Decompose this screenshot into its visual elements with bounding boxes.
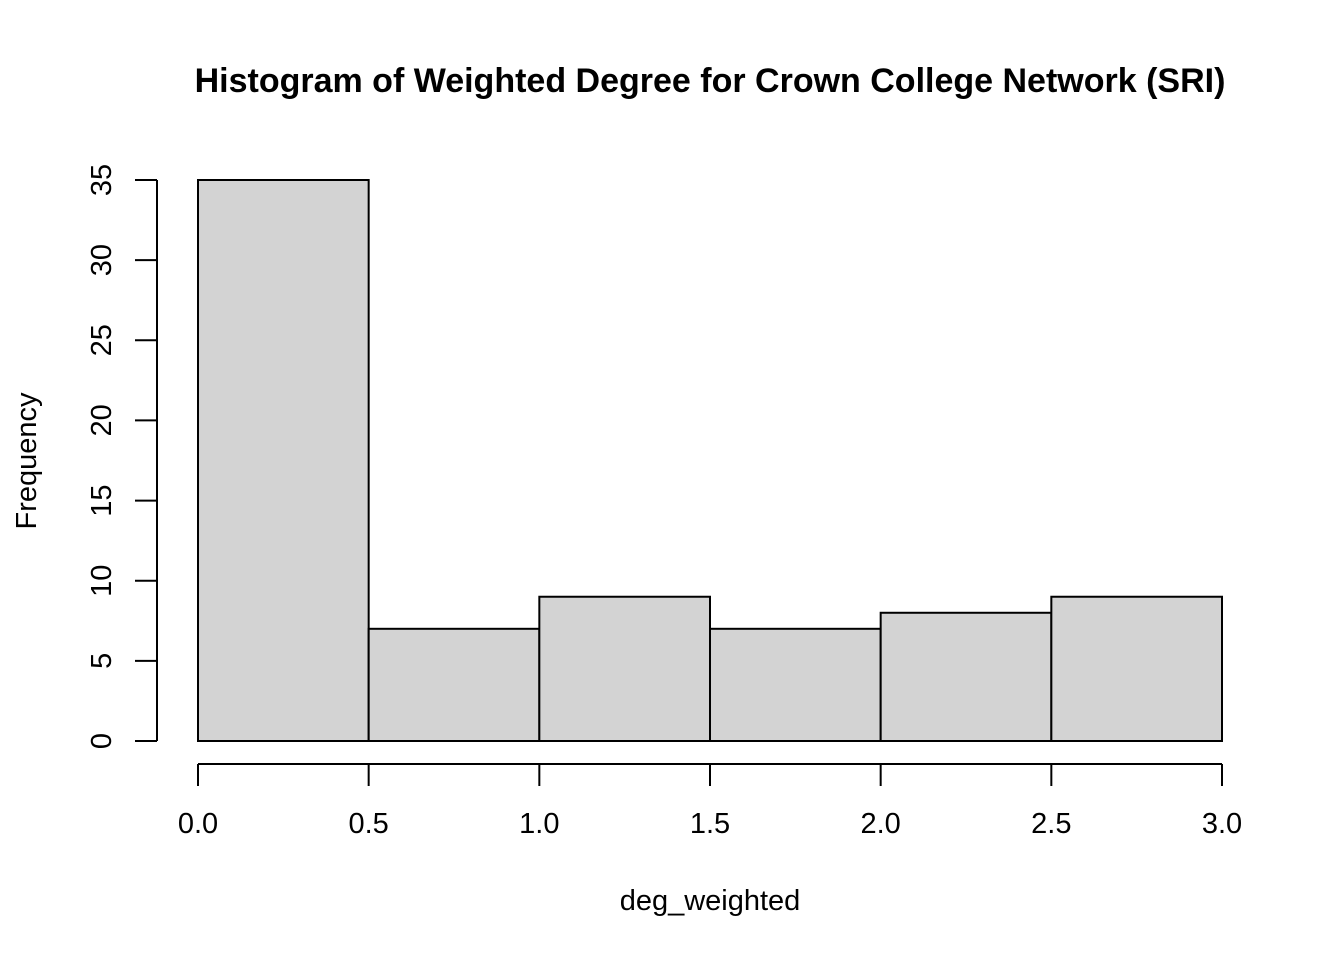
x-tick-label-1: 0.5 — [349, 808, 389, 840]
x-tick-label-0: 0.0 — [178, 808, 218, 840]
x-axis: 0.0 0.5 1.0 1.5 2.0 2.5 3.0 — [178, 763, 1242, 840]
y-tick-label-3: 15 — [86, 484, 118, 516]
histogram-bar-3 — [709, 627, 882, 742]
y-axis-label: Frequency — [11, 392, 43, 530]
x-tick-label-2: 1.0 — [519, 808, 559, 840]
histogram-bar-2 — [538, 595, 711, 742]
y-tick-label-6: 30 — [86, 244, 118, 276]
y-tick-label-1: 5 — [86, 653, 118, 669]
x-tick-label-4: 2.0 — [861, 808, 901, 840]
histogram-bar-5 — [1050, 595, 1224, 742]
x-tick-label-6: 3.0 — [1202, 808, 1242, 840]
x-tick-label-5: 2.5 — [1031, 808, 1071, 840]
x-tick-label-3: 1.5 — [690, 808, 730, 840]
histogram-bar-1 — [367, 627, 541, 742]
bars-group — [197, 179, 1224, 742]
histogram-bar-4 — [879, 611, 1053, 742]
y-tick-label-0: 0 — [86, 733, 118, 749]
y-tick-label-5: 25 — [86, 324, 118, 356]
y-tick-label-2: 10 — [86, 565, 118, 597]
y-axis: 0 5 10 15 20 25 30 35 — [86, 164, 158, 749]
y-tick-label-7: 35 — [86, 164, 118, 196]
histogram-bar-0 — [197, 179, 370, 742]
x-axis-label: deg_weighted — [620, 885, 801, 917]
y-tick-label-4: 20 — [86, 404, 118, 436]
chart-title: Histogram of Weighted Degree for Crown C… — [195, 62, 1226, 100]
